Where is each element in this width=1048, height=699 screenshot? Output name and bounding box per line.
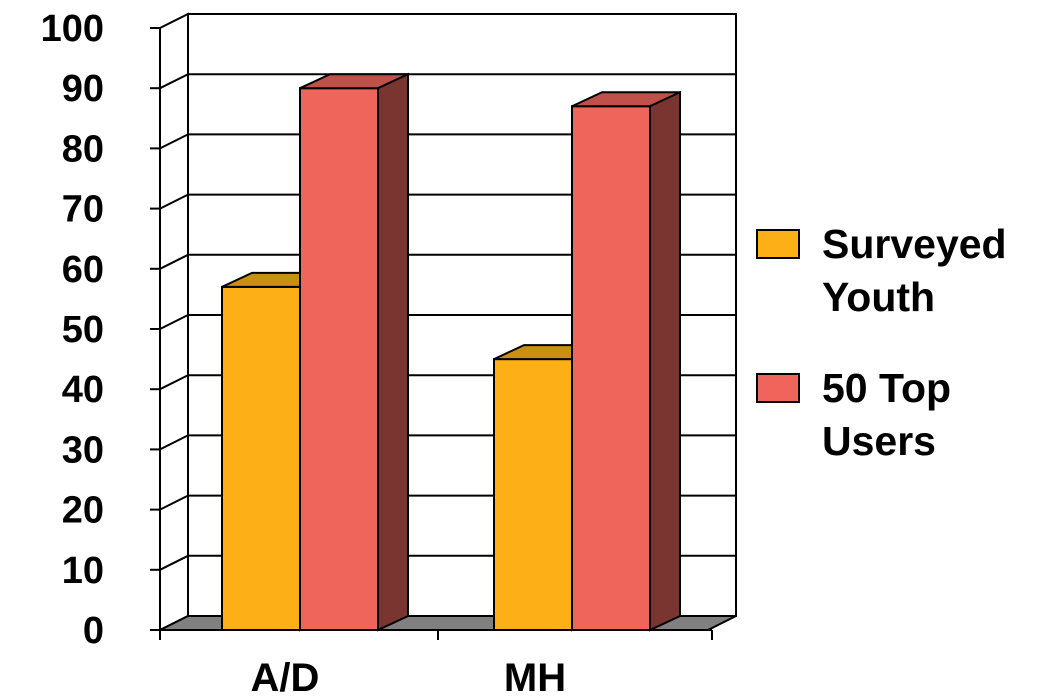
gridline xyxy=(159,73,736,90)
x-category-label: MH xyxy=(504,656,566,699)
bar xyxy=(571,105,651,631)
y-tick-label: 50 xyxy=(62,309,104,351)
gridline xyxy=(159,193,736,210)
y-tick-label: 70 xyxy=(62,189,104,231)
bar-side xyxy=(649,90,681,632)
legend-label: Surveyed xyxy=(822,221,1007,267)
legend-swatch xyxy=(756,229,800,259)
y-tick-label: 10 xyxy=(62,550,104,592)
x-category-label: A/D xyxy=(251,656,320,699)
legend-label: Youth xyxy=(822,274,935,320)
gridline xyxy=(159,314,736,330)
legend-swatch xyxy=(756,373,800,403)
y-tick-label: 100 xyxy=(41,8,104,50)
y-tick-label: 20 xyxy=(62,490,104,532)
legend-label: Users xyxy=(822,418,936,464)
bar xyxy=(221,285,301,631)
y-tick-label: 0 xyxy=(83,610,104,652)
legend-label: 50 Top xyxy=(822,365,951,411)
bar-side xyxy=(377,72,409,632)
bar xyxy=(299,87,379,631)
y-tick-label: 40 xyxy=(62,369,104,411)
y-tick-label: 60 xyxy=(62,249,104,291)
axes xyxy=(150,27,713,640)
y-tick-label: 90 xyxy=(62,68,104,110)
gridline xyxy=(159,253,736,270)
gridline xyxy=(159,133,736,150)
legend: Surveyed Youth 50 Top Users xyxy=(740,200,1048,472)
x-category-labels: A/D MH xyxy=(251,656,567,699)
y-tick-label: 30 xyxy=(62,429,104,471)
y-tick-label: 80 xyxy=(62,128,104,170)
y-tick-labels: 0 10 20 30 40 50 60 70 80 90 100 xyxy=(41,8,104,652)
bar xyxy=(493,358,573,631)
